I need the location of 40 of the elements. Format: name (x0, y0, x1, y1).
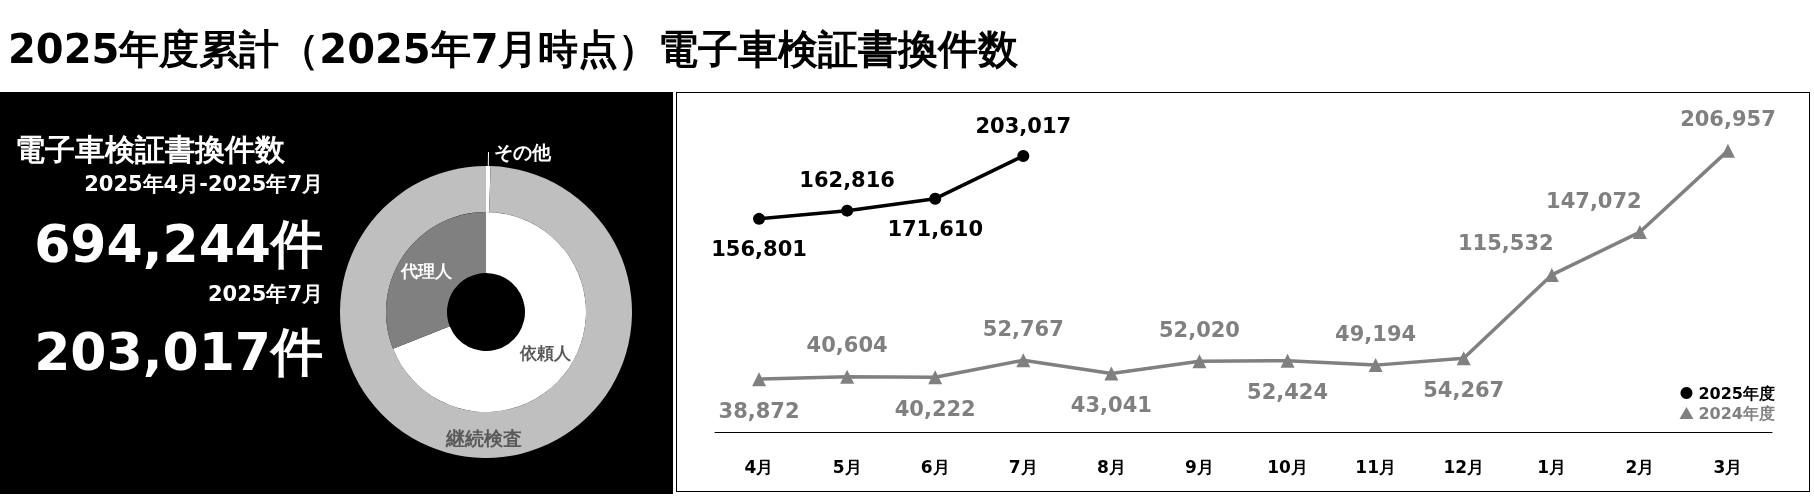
slice-label: その他 (493, 141, 552, 164)
data-label: 52,020 (1158, 317, 1240, 342)
text: 2025年度累計（2025年7月時点）電子車検証書換件数 (8, 25, 1019, 74)
data-label: 156,801 (711, 237, 807, 262)
x-tick-label: 7月 (1008, 456, 1038, 477)
data-label: 52,424 (1247, 380, 1329, 405)
data-label: 49,194 (1335, 321, 1417, 346)
x-tick-label: 3月 (1713, 456, 1743, 477)
data-label: 206,957 (1680, 107, 1776, 132)
data-label: 40,222 (894, 396, 976, 421)
legend-label: 2025年度 (1698, 383, 1775, 403)
data-label: 147,072 (1546, 188, 1642, 213)
slice-label: 継続検査 (445, 426, 523, 449)
slice-label: 代理人 (399, 261, 453, 282)
x-tick-label: 12月 (1443, 456, 1485, 477)
text: 電子車検証書換件数 (15, 131, 285, 169)
data-label: 203,017 (975, 113, 1072, 138)
x-tick-label: 8月 (1096, 456, 1126, 477)
data-label: 171,610 (887, 217, 984, 242)
data-label: 43,041 (1070, 392, 1152, 417)
x-tick-label: 11月 (1355, 456, 1396, 477)
x-tick-label: 4月 (744, 456, 774, 477)
data-label: 40,604 (806, 333, 888, 358)
text: 2025年7月 (207, 281, 323, 308)
x-tick-label: 9月 (1185, 456, 1214, 477)
x-tick-label: 5月 (832, 456, 862, 477)
data-label: 52,767 (982, 316, 1064, 341)
legend-label: 2024年度 (1698, 403, 1775, 423)
x-tick-label: 10月 (1267, 456, 1308, 477)
data-label: 54,267 (1423, 377, 1505, 402)
text: 694,244件 (34, 213, 323, 276)
text: 2025年4月-2025年7月 (84, 171, 323, 198)
x-tick-label: 6月 (920, 456, 950, 477)
data-label: 115,532 (1457, 231, 1554, 256)
x-tick-label: 2月 (1625, 456, 1655, 477)
data-label: 38,872 (718, 398, 800, 423)
slice-label: 依頼人 (519, 342, 573, 363)
data-label: 162,816 (799, 168, 895, 193)
x-tick-label: 1月 (1537, 456, 1567, 477)
text: 203,017件 (34, 321, 323, 384)
